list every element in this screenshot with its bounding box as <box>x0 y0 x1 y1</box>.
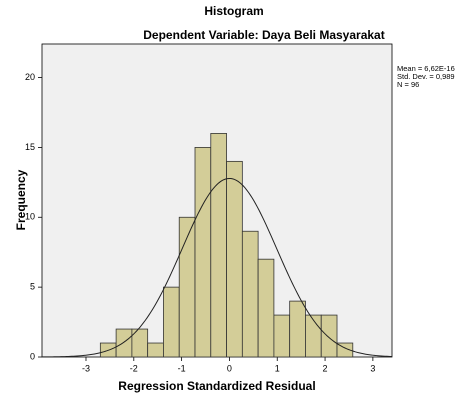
x-tick-label: -2 <box>130 363 138 373</box>
x-axis-label: Regression Standardized Residual <box>118 379 315 393</box>
y-axis-label: Frequency <box>14 169 28 230</box>
y-tick-label: 0 <box>30 351 35 361</box>
bar <box>241 230 259 358</box>
y-tick-label: 20 <box>25 72 35 82</box>
bar <box>320 314 338 358</box>
x-tick-label: -1 <box>178 363 186 373</box>
chart-subtitle: Dependent Variable: Daya Beli Masyarakat <box>143 28 384 42</box>
stat-annotation: N = 96 <box>397 80 419 89</box>
x-tick-label: -3 <box>82 363 90 373</box>
bar <box>226 160 243 358</box>
normal-curve <box>41 177 393 358</box>
bar <box>147 342 164 358</box>
y-tick-label: 15 <box>25 142 35 152</box>
stat-annotation: Std. Dev. = 0,989 <box>397 72 455 81</box>
bar <box>115 328 133 358</box>
bar <box>305 314 322 358</box>
bar <box>210 133 227 358</box>
bar <box>289 300 306 358</box>
bar <box>336 342 354 358</box>
x-tick-label: 0 <box>227 363 232 373</box>
bar <box>163 286 180 358</box>
y-tick-label: 5 <box>30 282 35 292</box>
chart-title: Histogram <box>204 4 263 18</box>
x-tick-label: 3 <box>370 363 375 373</box>
y-tick-label: 10 <box>25 212 35 222</box>
bar <box>194 147 212 358</box>
stat-annotation: Mean = 6,62E-16 <box>397 64 455 73</box>
x-tick-label: 1 <box>275 363 280 373</box>
bar <box>273 314 291 358</box>
x-tick-label: 2 <box>323 363 328 373</box>
bar <box>257 258 275 358</box>
